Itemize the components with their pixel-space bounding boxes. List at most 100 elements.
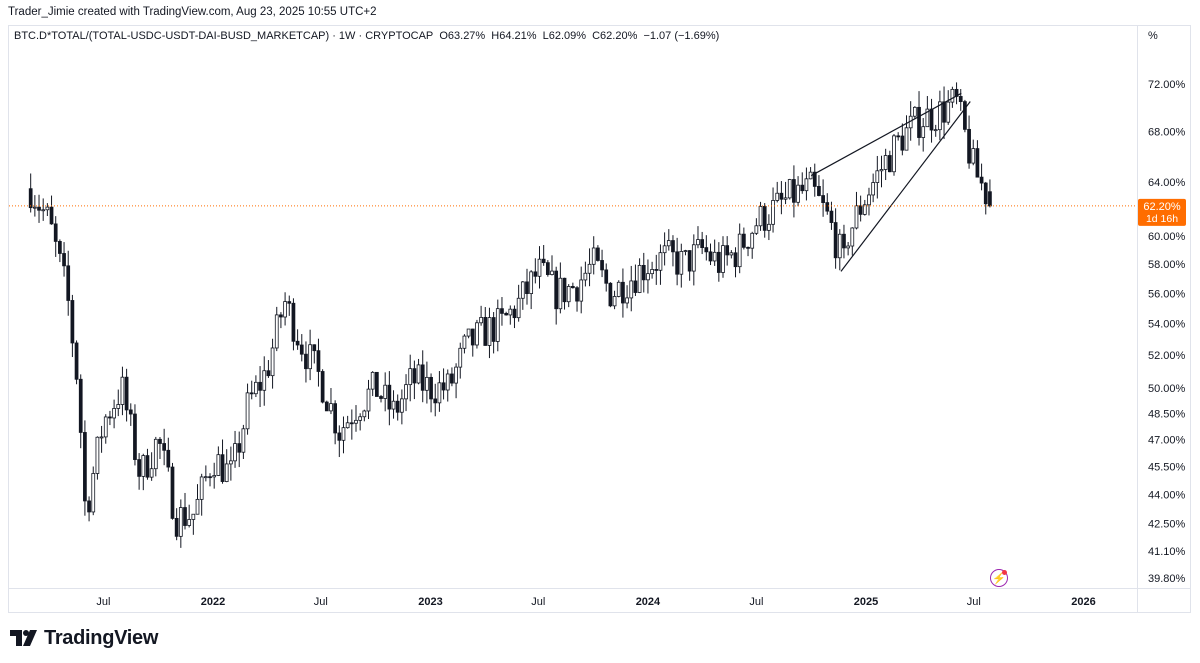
candle-bullish: [178, 507, 183, 537]
candle-bullish: [95, 436, 100, 474]
candle-bearish: [975, 148, 980, 178]
candle-bearish: [562, 277, 567, 303]
candle-bearish: [237, 443, 242, 453]
legend-symbol[interactable]: BTC.D*TOTAL/(TOTAL-USDC-USDT-DAI-BUSD_MA…: [14, 30, 434, 42]
candle-bullish: [879, 169, 884, 172]
symbol-legend[interactable]: BTC.D*TOTAL/(TOTAL-USDC-USDT-DAI-BUSD_MA…: [14, 30, 722, 42]
candle-bullish: [416, 364, 421, 384]
candle-bearish: [792, 179, 796, 203]
candle-bullish: [529, 271, 534, 294]
candle-bullish: [892, 135, 896, 173]
candle-bullish: [391, 400, 396, 410]
y-tick-label: 47.00%: [1148, 434, 1186, 446]
candle-bearish: [608, 282, 613, 307]
candle-bearish: [825, 202, 830, 212]
candle-bullish: [787, 179, 792, 199]
candle-bullish: [550, 270, 554, 275]
lightning-icon[interactable]: ⚡: [990, 569, 1008, 587]
candle-bullish: [854, 205, 859, 229]
candle-bearish: [704, 247, 709, 253]
candle-bullish: [203, 476, 208, 479]
legend-high: H64.21%: [491, 30, 537, 42]
candle-bearish: [87, 500, 91, 513]
candle-bullish: [871, 182, 876, 196]
candle-bullish: [479, 317, 483, 324]
candle-bullish: [971, 148, 976, 164]
candle-bullish: [187, 519, 192, 526]
candle-bullish: [679, 251, 684, 275]
candle-bearish: [687, 250, 692, 272]
candle-bullish: [254, 381, 258, 395]
candle-bullish: [141, 455, 146, 477]
candle-bullish: [383, 384, 388, 399]
candle-bearish: [83, 432, 87, 502]
candle-bearish: [145, 455, 150, 478]
brand-name: TradingView: [44, 626, 159, 649]
price-badge-value: 62.20%: [1143, 201, 1181, 213]
candle-bullish: [683, 250, 688, 252]
candle-bearish: [541, 258, 546, 264]
candle-bullish: [32, 206, 37, 209]
candle-bearish: [441, 382, 446, 391]
x-tick-label: 2022: [201, 596, 225, 608]
candle-bullish: [229, 460, 233, 465]
candle-bearish: [174, 517, 179, 537]
header-credit: Trader_Jimie created with TradingView.co…: [8, 6, 377, 18]
candle-bullish: [925, 108, 930, 128]
candle-bearish: [316, 350, 321, 372]
candle-bullish: [566, 286, 571, 303]
trendline-wedge-lower: [840, 101, 971, 272]
x-tick-label: Jul: [967, 596, 981, 608]
candle-bearish: [349, 422, 354, 425]
candle-bearish: [708, 251, 713, 262]
x-tick-label: 2025: [854, 596, 878, 608]
candle-bullish: [475, 322, 479, 346]
y-tick-label: 42.50%: [1148, 518, 1186, 530]
candle-bearish: [379, 396, 383, 399]
legend-change: −1.07 (−1.69%): [643, 30, 720, 42]
candle-bullish: [216, 454, 221, 476]
scale-mode-button[interactable]: %: [1148, 30, 1158, 42]
candle-bearish: [162, 443, 167, 451]
candle-bearish: [37, 206, 41, 211]
candle-bullish: [91, 473, 96, 513]
candle-bearish: [779, 192, 784, 200]
candle-bearish: [621, 281, 625, 304]
x-tick-label: 2023: [418, 596, 442, 608]
x-tick-label: Jul: [314, 596, 328, 608]
candle-bearish: [299, 344, 304, 355]
candle-bearish: [762, 206, 767, 231]
candle-bullish: [946, 101, 951, 123]
candle-bullish: [233, 443, 237, 462]
candle-bearish: [733, 252, 738, 268]
candle-bearish: [533, 271, 538, 277]
candle-bullish: [767, 223, 771, 231]
candle-bearish: [183, 507, 187, 526]
legend-open: O63.27%: [439, 30, 486, 42]
candle-bullish: [370, 371, 375, 390]
candle-bearish: [279, 314, 283, 318]
candle-bullish: [583, 272, 588, 281]
candle-bullish: [191, 513, 196, 520]
candle-bullish: [308, 344, 312, 370]
candle-bearish: [917, 106, 921, 138]
price-scale-separator: [1137, 25, 1138, 613]
y-tick-label: 72.00%: [1148, 79, 1186, 91]
trendline-wedge-upper: [810, 92, 962, 177]
candle-bearish: [312, 344, 317, 352]
candle-bearish: [958, 96, 963, 103]
candle-bearish: [833, 222, 838, 259]
candle-bearish: [929, 108, 934, 131]
candle-bullish: [41, 209, 46, 212]
candle-bullish: [904, 127, 909, 151]
candle-bearish: [249, 392, 254, 395]
candle-bullish: [45, 206, 50, 211]
candle-bullish: [696, 239, 700, 246]
candle-bullish: [495, 308, 500, 342]
candle-bearish: [633, 280, 638, 293]
candle-bearish: [420, 364, 425, 391]
candle-bearish: [58, 241, 62, 254]
candle-bearish: [78, 378, 83, 433]
candle-bullish: [224, 463, 229, 482]
